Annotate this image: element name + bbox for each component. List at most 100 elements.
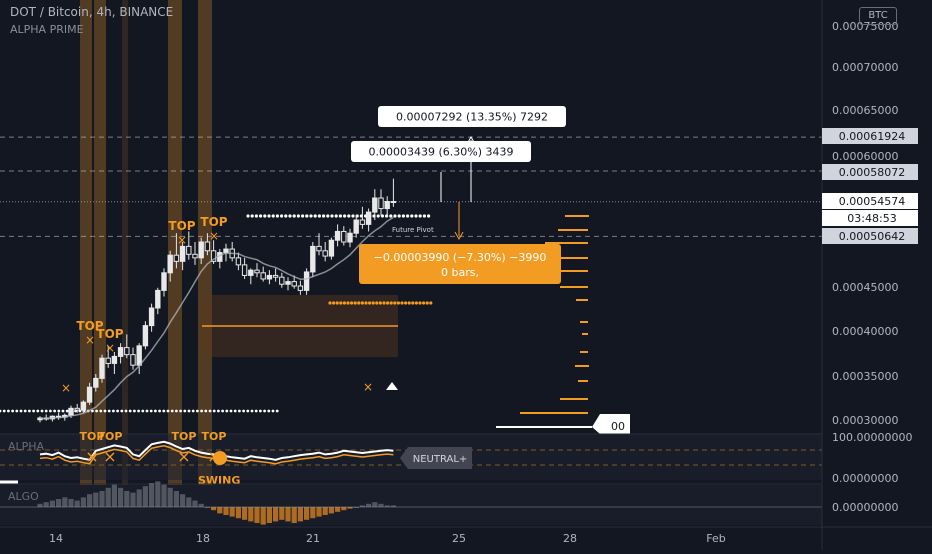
histogram-bar bbox=[291, 507, 297, 523]
pivot-dot bbox=[271, 409, 275, 413]
pivot-dot bbox=[280, 214, 284, 218]
histogram-bar bbox=[347, 507, 353, 509]
time-tick-label: 18 bbox=[196, 532, 210, 545]
histogram-bar bbox=[260, 507, 266, 525]
candle-body bbox=[179, 245, 186, 262]
histogram-bar bbox=[285, 507, 291, 522]
histogram-bar bbox=[353, 507, 359, 508]
axis-bg bbox=[822, 0, 932, 550]
pivot-dot bbox=[179, 409, 183, 413]
candle-body bbox=[353, 219, 359, 234]
top-label: TOP bbox=[202, 430, 227, 443]
histogram-bar bbox=[105, 487, 111, 507]
candle-body bbox=[384, 201, 390, 210]
pivot-dot bbox=[36, 409, 40, 413]
measure-label: −0.00003990 (−7.30%) −3990 bbox=[374, 251, 547, 264]
price-tick-label: 0.00035000 bbox=[832, 370, 898, 383]
candle-body bbox=[124, 347, 130, 356]
pivot-dot bbox=[376, 214, 380, 218]
pivot-dot bbox=[364, 301, 368, 305]
histogram-bar bbox=[142, 486, 148, 507]
histogram-bar bbox=[161, 484, 167, 507]
pivot-dot bbox=[259, 214, 263, 218]
pivot-dot bbox=[313, 214, 317, 218]
pivot-dot bbox=[246, 214, 250, 218]
pivot-dot bbox=[389, 301, 393, 305]
candle-body bbox=[241, 264, 248, 276]
histogram-bar bbox=[341, 507, 347, 511]
histogram-bar bbox=[322, 507, 328, 515]
pivot-dot bbox=[357, 301, 361, 305]
price-tag: 03:48:53 bbox=[847, 212, 896, 225]
histogram-bar bbox=[68, 499, 74, 507]
price-tick-label: 0.00075000 bbox=[832, 20, 898, 33]
pivot-dot bbox=[53, 409, 56, 413]
candle-body bbox=[86, 386, 93, 403]
candle-body bbox=[279, 276, 285, 285]
pivot-dot bbox=[166, 409, 170, 413]
pivot-dot bbox=[271, 214, 275, 218]
histogram-bar bbox=[248, 507, 254, 522]
histogram-bar bbox=[167, 487, 173, 507]
grid-lines bbox=[0, 136, 822, 237]
pivot-dot bbox=[338, 214, 342, 218]
pivot-dot bbox=[6, 409, 10, 413]
candle-body bbox=[155, 289, 161, 309]
candle-body bbox=[322, 250, 328, 257]
measure-label: 0.00003439 (6.30%) 3439 bbox=[369, 146, 514, 159]
pivot-dot bbox=[250, 409, 254, 413]
pivot-dot bbox=[380, 214, 384, 218]
pivot-dot bbox=[61, 409, 65, 413]
histogram-name: ALGO bbox=[8, 490, 39, 503]
measure-tool: 0.00007292 (13.35%) 7292 0.00003439 (6.30… bbox=[351, 106, 566, 284]
pivot-dot bbox=[332, 301, 336, 305]
pivot-dot bbox=[422, 301, 426, 305]
histogram-bar bbox=[223, 507, 229, 515]
candle-body bbox=[341, 230, 347, 243]
histogram-bar bbox=[49, 500, 55, 507]
histogram-bar bbox=[297, 507, 303, 522]
pivot-dot bbox=[65, 409, 69, 413]
histogram-bar bbox=[378, 503, 384, 507]
pivot-dot bbox=[162, 409, 166, 413]
candle-body bbox=[310, 245, 316, 273]
histogram-bar bbox=[149, 483, 155, 507]
pivot-dot bbox=[292, 214, 296, 218]
measure-label-box bbox=[359, 244, 561, 284]
pivot-dot bbox=[233, 409, 237, 413]
candle-body bbox=[198, 241, 204, 259]
candle-body bbox=[99, 357, 105, 379]
histogram-bar bbox=[155, 481, 161, 507]
pivot-dot bbox=[393, 214, 397, 218]
currency-button[interactable]: BTC bbox=[859, 7, 897, 25]
pivot-dot bbox=[425, 301, 429, 305]
histogram-bar bbox=[242, 507, 248, 520]
histogram-bar bbox=[211, 507, 217, 511]
price-tag: 0.00054574 bbox=[839, 195, 905, 208]
histogram-bar bbox=[366, 503, 372, 507]
pivot-dot bbox=[397, 214, 401, 218]
x-marker: × bbox=[85, 333, 95, 347]
pivot-dot bbox=[406, 214, 410, 218]
histogram-bar bbox=[229, 507, 235, 517]
pivot-dot bbox=[414, 214, 418, 218]
signal-markers: TOP× TOP×TOP×TOP×× ×Future Pivot bbox=[61, 215, 434, 395]
histogram-bar bbox=[118, 487, 124, 507]
pivot-dot bbox=[120, 409, 124, 413]
candle-body bbox=[167, 254, 173, 274]
candle-body bbox=[161, 272, 167, 291]
oscillator-name: ALPHA bbox=[8, 440, 45, 453]
pivot-dot bbox=[23, 409, 27, 413]
histogram-bar bbox=[124, 491, 130, 507]
pivot-dot bbox=[284, 214, 288, 218]
pivot-dot bbox=[418, 301, 422, 305]
pivot-dot bbox=[170, 409, 174, 413]
pivot-dot bbox=[309, 214, 313, 218]
price-tag: 0.00050642 bbox=[839, 230, 905, 243]
pivot-dot bbox=[350, 301, 354, 305]
price-axis: 0.00075000 0.00070000 0.00065000 0.00060000… bbox=[821, 0, 932, 550]
x-marker: × bbox=[209, 229, 219, 243]
histogram-bar bbox=[173, 491, 179, 507]
top-label: TOP bbox=[80, 430, 105, 443]
